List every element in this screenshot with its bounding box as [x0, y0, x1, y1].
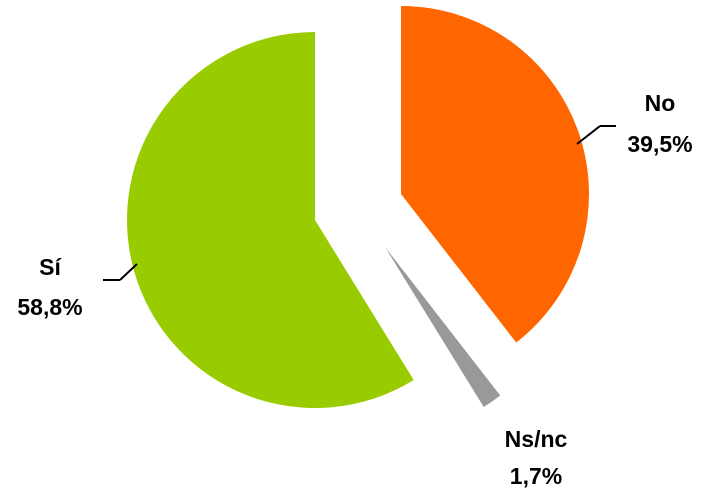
pie-labels: No 39,5% Ns/nc 1,7% Sí 58,8% [17, 90, 692, 489]
slice-label-no: No [645, 90, 676, 116]
slice-value-no: 39,5% [627, 131, 692, 157]
pie-slice-no [401, 5, 590, 343]
pie-slices [127, 5, 590, 409]
slice-value-si: 58,8% [17, 294, 82, 320]
leader-line-no [576, 125, 601, 145]
pie-slice-si [127, 32, 414, 409]
slice-label-si: Sí [39, 254, 62, 280]
pie-slice-nsnc [385, 247, 501, 407]
slice-label-nsnc: Ns/nc [505, 426, 568, 452]
slice-value-nsnc: 1,7% [510, 463, 562, 489]
leader-line-si [119, 263, 138, 281]
